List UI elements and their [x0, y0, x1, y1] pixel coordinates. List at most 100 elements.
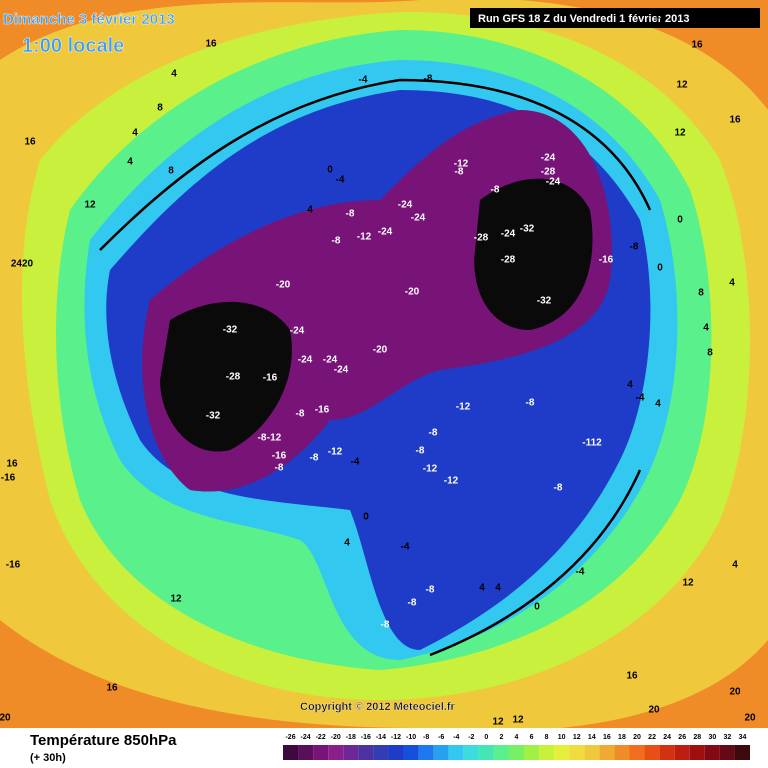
isotherm-label: 16 [205, 39, 217, 50]
isotherm-label: 16 [654, 11, 666, 22]
isotherm-label: -4 [351, 457, 360, 468]
isotherm-label: 4 [127, 157, 133, 168]
colorbar-swatch [614, 745, 630, 760]
colorbar-swatch [599, 745, 615, 760]
isotherm-label: 12 [170, 594, 182, 605]
colorbar-tick-label: 26 [678, 734, 686, 741]
isotherm-label: -8 [426, 585, 435, 596]
isotherm-label: -24 [298, 355, 313, 366]
copyright: Copyright © 2012 Meteociel.fr [300, 701, 456, 713]
isotherm-label: -20 [276, 280, 291, 291]
isotherm-label: 8 [157, 103, 163, 114]
isotherm-label: -24 [378, 227, 393, 238]
isotherm-label: -24 [398, 200, 413, 211]
colorbar-tick-label: -4 [453, 734, 459, 741]
isotherm-label: -16 [6, 560, 21, 571]
isotherm-label: -16 [272, 451, 287, 462]
colorbar-tick-label: 24 [663, 734, 671, 741]
isotherm-label: -12 [357, 232, 372, 243]
colorbar-tick-label: -18 [346, 734, 356, 741]
isotherm-label: -8 [491, 185, 500, 196]
colorbar-swatch [539, 745, 555, 760]
isotherm-label: 12 [676, 80, 688, 91]
colorbar-tick-label: -26 [285, 734, 295, 741]
isotherm-label: 8 [707, 348, 713, 359]
isotherm-label: -8 [630, 242, 639, 253]
colorbar-swatch [433, 745, 449, 760]
isotherm-label: -28 [501, 255, 516, 266]
colorbar-swatch [313, 745, 329, 760]
isotherm-label: 4 [729, 278, 735, 289]
isotherm-label: 20 [729, 687, 741, 698]
isotherm-label: -12 [328, 447, 343, 458]
isotherm-label: -4 [401, 542, 410, 553]
run-info: Run GFS 18 Z du Vendredi 1 février 2013 [478, 13, 690, 25]
isotherm-label: -12 [454, 159, 469, 170]
isotherm-label: -8 [275, 463, 284, 474]
colorbar-tick-label: -6 [438, 734, 444, 741]
isotherm-label: 4 [627, 380, 633, 391]
colorbar-swatch [719, 745, 735, 760]
isotherm-label: 0 [657, 263, 663, 274]
isotherm-label: -8 [526, 398, 535, 409]
colorbar-tick-label: -8 [423, 734, 429, 741]
isotherm-label: -8 [416, 446, 425, 457]
isotherm-label: -8 [310, 453, 319, 464]
colorbar-tick-label: -20 [331, 734, 341, 741]
isotherm-label: -28 [541, 167, 556, 178]
isotherm-label: -4 [336, 175, 345, 186]
colorbar-swatch [298, 745, 314, 760]
isotherm-label: -4 [636, 393, 645, 404]
isotherm-label: 16 [24, 137, 36, 148]
colorbar-swatch [403, 745, 419, 760]
isotherm-label: -20 [405, 287, 420, 298]
colorbar-tick-label: -12 [391, 734, 401, 741]
colorbar-swatch [554, 745, 570, 760]
colorbar-tick-label: 4 [515, 734, 519, 741]
isotherm-label: 16 [106, 683, 118, 694]
isotherm-label: -8 [554, 483, 563, 494]
isotherm-label: 4 [171, 69, 177, 80]
isotherm-label: 4 [344, 538, 350, 549]
isotherm-label: -8 [408, 598, 417, 609]
isotherm-label: -16 [1, 473, 16, 484]
isotherm-label: 0 [327, 165, 333, 176]
isotherm [99, 78, 652, 657]
colorbar-swatch [584, 745, 600, 760]
colorbar-swatch [689, 745, 705, 760]
isotherm-label: -24 [411, 213, 426, 224]
colorbar-swatch [524, 745, 540, 760]
local-time: 1:00 locale [22, 35, 124, 57]
isotherm-label: -4 [359, 75, 368, 86]
colorbar-tick-label: 6 [530, 734, 534, 741]
colorbar-swatch [674, 745, 690, 760]
colorbar-tick-label: 20 [633, 734, 641, 741]
colorbar-tick-label: 0 [484, 734, 488, 741]
isotherm-label: -12 [267, 433, 282, 444]
isotherm-label: -8 [424, 74, 433, 85]
colorbar-swatch [283, 745, 299, 760]
colorbar-swatch [478, 745, 494, 760]
isotherm-label: -24 [290, 326, 305, 337]
isotherm-label: 8 [698, 288, 704, 299]
colorbar-swatch [704, 745, 720, 760]
isotherm-label: 12 [674, 128, 686, 139]
colorbar-tick-label: 10 [558, 734, 566, 741]
isotherm-label: -8 [258, 433, 267, 444]
isotherm-label: 2420 [11, 259, 34, 270]
isotherm-label: -16 [315, 405, 330, 416]
isotherm-label: -8 [346, 209, 355, 220]
isotherm-label: 0 [677, 215, 683, 226]
isotherm-label: 16 [626, 671, 638, 682]
footer-title: Température 850hPa [30, 732, 177, 749]
colorbar-tick-label: 14 [588, 734, 596, 741]
isotherm-label: 4 [732, 560, 738, 571]
colorbar-swatch [508, 745, 525, 760]
isotherm-label: -8 [455, 167, 464, 178]
isotherm-label: 4 [132, 128, 138, 139]
colorbar-tick-label: -24 [301, 734, 311, 741]
isotherm-label: -24 [501, 229, 516, 240]
isotherm-label: 16 [729, 115, 741, 126]
colorbar-tick-label: 12 [573, 734, 581, 741]
